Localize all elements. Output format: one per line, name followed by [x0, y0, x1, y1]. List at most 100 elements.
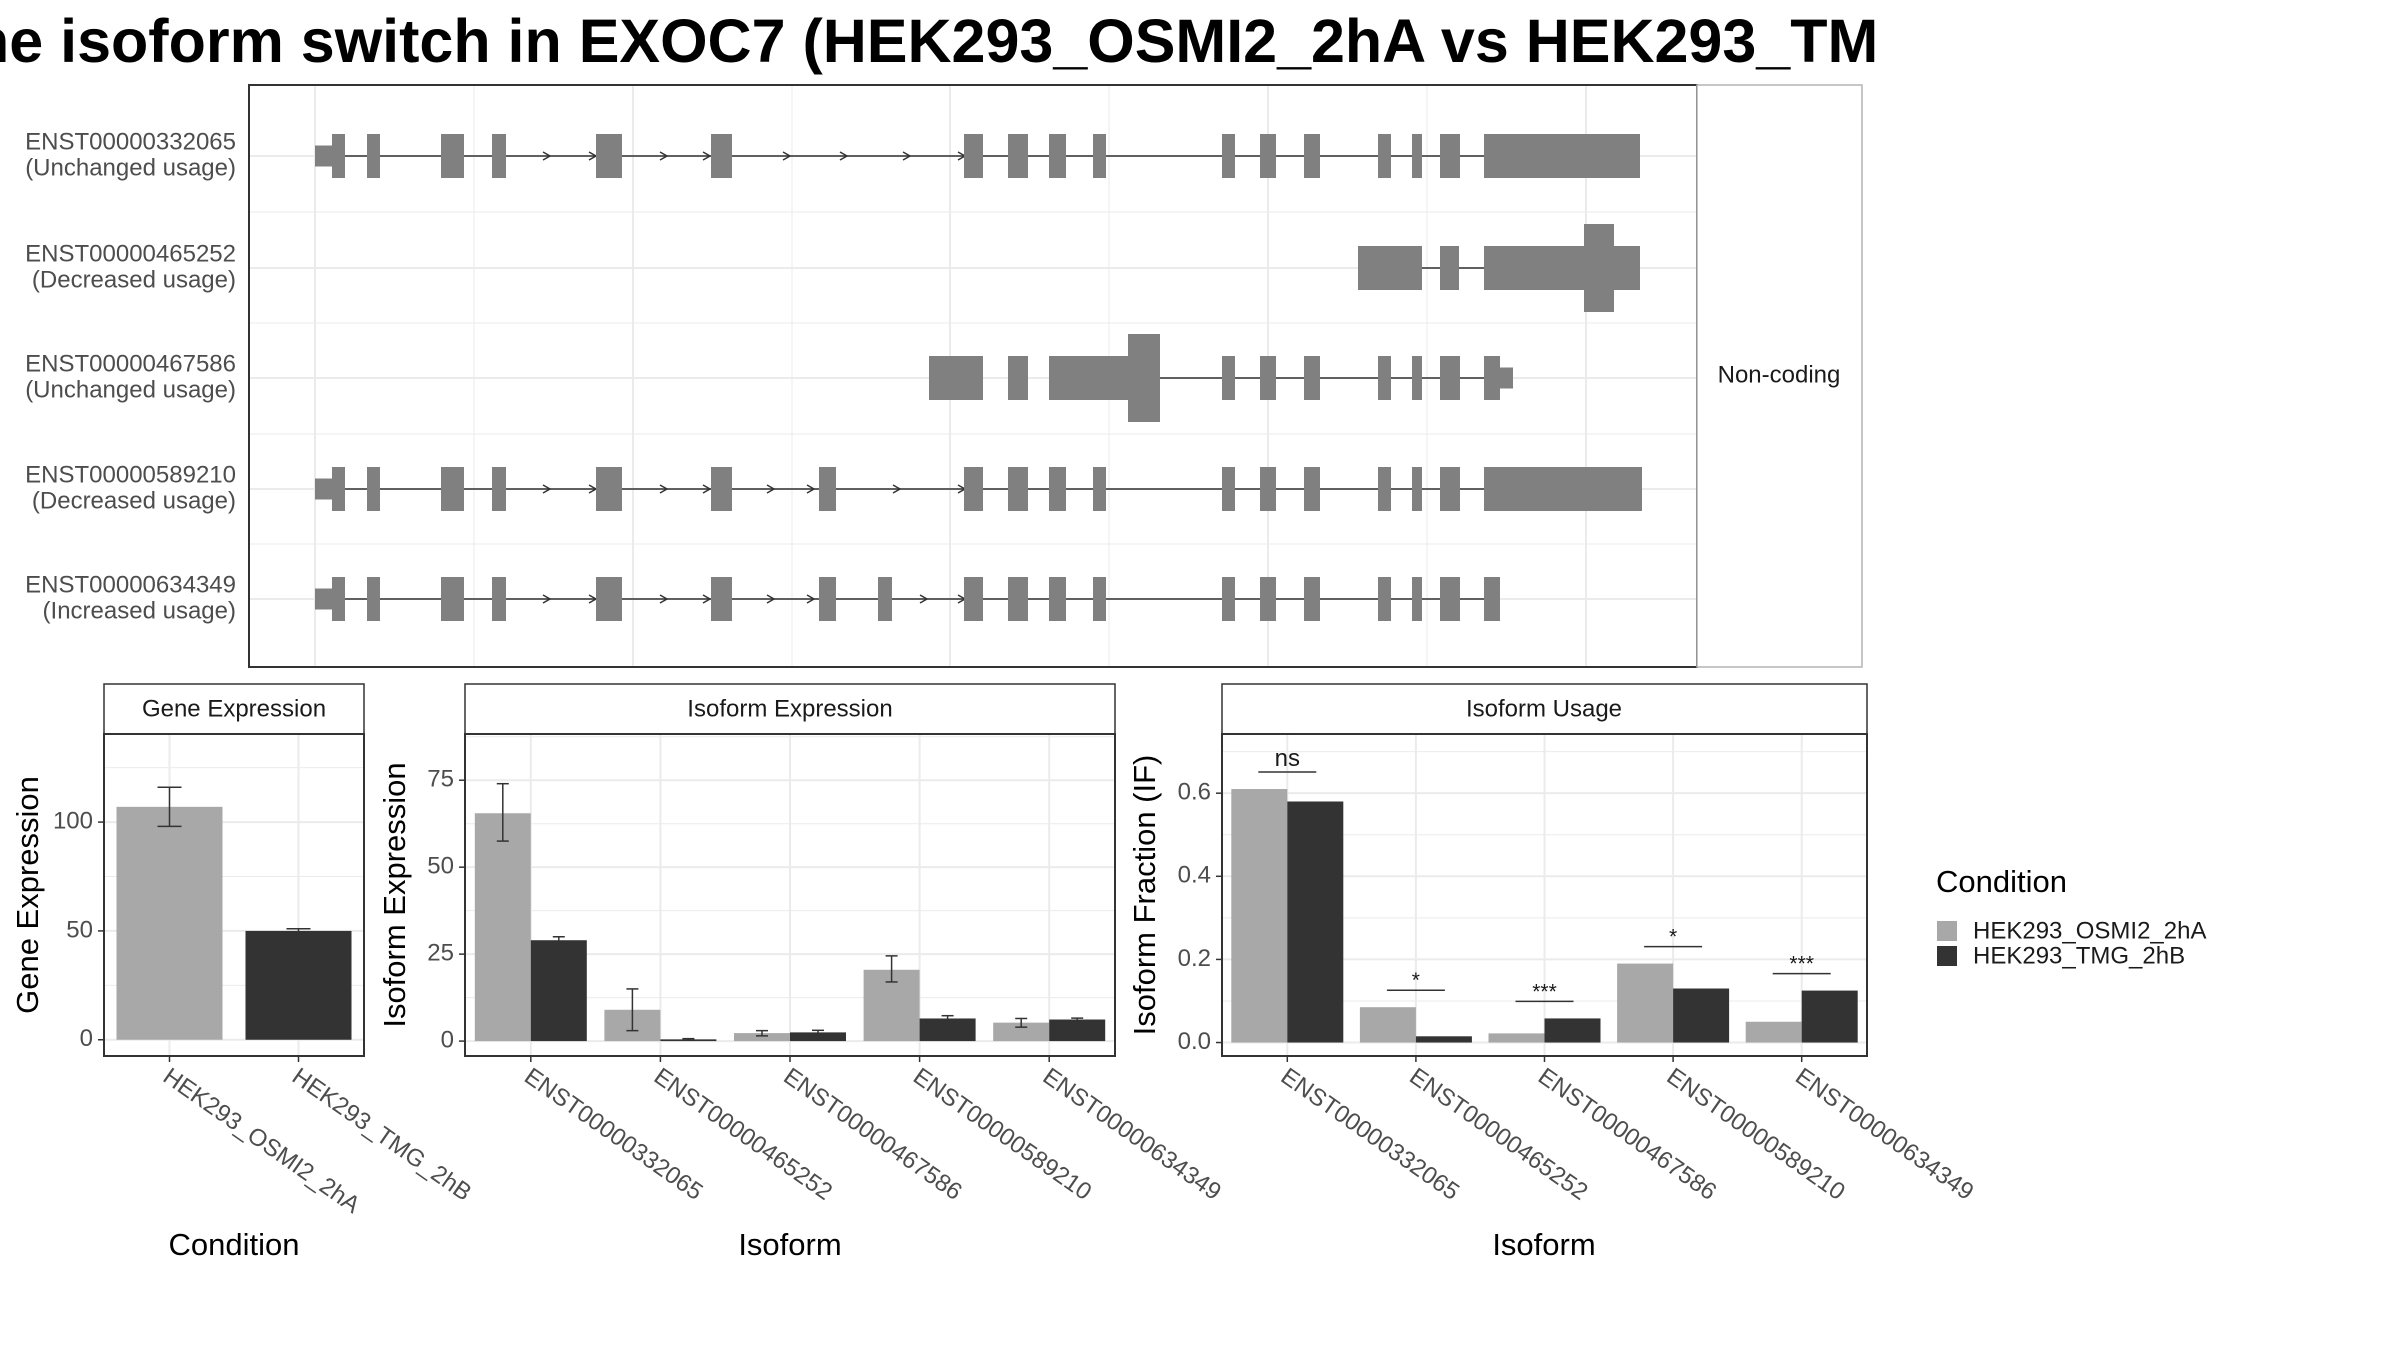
bar [1488, 1033, 1545, 1043]
facet-strip-right [1696, 84, 1863, 668]
transcript-id-label: ENST00000589210 [25, 461, 236, 488]
significance-label: *** [1789, 953, 1814, 976]
exon [315, 478, 332, 500]
exon [1440, 577, 1460, 621]
bar [993, 1022, 1050, 1042]
isoform-usage-plot: 0.00.20.40.6nsENST00000332065*ENST000004… [1178, 735, 1978, 1206]
strand-arrow [782, 151, 792, 161]
strand-arrow [766, 594, 776, 604]
strand-arrow [659, 151, 669, 161]
bar [919, 1018, 976, 1042]
legend-swatch-condA [1937, 921, 1957, 941]
exon [367, 134, 380, 178]
y-tick-label: 0.4 [1178, 862, 1211, 889]
bar [530, 940, 587, 1042]
exon [1412, 577, 1422, 621]
exon [1484, 356, 1500, 400]
y-tick-label: 0.6 [1178, 779, 1211, 806]
bar [1617, 963, 1674, 1043]
transcript-track-1 [315, 134, 1640, 178]
exon [1412, 134, 1422, 178]
transcript-id-label: ENST00000634349 [25, 571, 236, 598]
y-tick-label: 0.0 [1178, 1028, 1211, 1055]
transcript-track-4 [315, 467, 1642, 511]
exon [819, 577, 836, 621]
exon [1500, 367, 1513, 389]
exon [1222, 577, 1235, 621]
exon [1440, 246, 1459, 290]
transcript-usage-label: (Unchanged usage) [25, 376, 236, 403]
exon [1500, 134, 1640, 178]
isoform-expression-x-title: Isoform [738, 1227, 841, 1262]
gene-expression-strip [103, 683, 365, 735]
bar [1231, 789, 1288, 1043]
isoform-usage-y-title: Isoform Fraction (IF) [1127, 755, 1162, 1036]
strand-arrow [806, 594, 816, 604]
exon [1484, 134, 1500, 178]
transcript-labels: ENST00000332065(Unchanged usage)ENST0000… [25, 128, 236, 624]
exon [441, 134, 464, 178]
exon [1222, 356, 1235, 400]
exon [596, 134, 622, 178]
bar [1801, 990, 1858, 1043]
transcript-id-label: ENST00000332065 [25, 128, 236, 155]
strand-arrow [542, 151, 552, 161]
transcript-id-label: ENST00000467586 [25, 350, 236, 377]
exon [596, 467, 622, 511]
transcript-usage-label: (Unchanged usage) [25, 154, 236, 181]
y-tick-label: 0 [80, 1025, 93, 1052]
exon [332, 134, 345, 178]
y-tick-label: 50 [66, 916, 93, 943]
bar [734, 1033, 790, 1042]
exon [1049, 467, 1066, 511]
exon [492, 134, 506, 178]
exon [1304, 467, 1320, 511]
strand-arrow [542, 484, 552, 494]
isoform-usage-strip [1221, 683, 1868, 735]
exon [367, 577, 380, 621]
strand-arrow [542, 594, 552, 604]
exon [964, 577, 983, 621]
exon [1484, 246, 1584, 290]
strand-arrow [702, 594, 712, 604]
exon [1260, 577, 1276, 621]
exon [964, 134, 983, 178]
significance-label: * [1412, 969, 1420, 992]
y-tick-label: 0.2 [1178, 945, 1211, 972]
exon [819, 467, 836, 511]
isoform-usage-panel: Isoform Usage 0.00.20.40.6nsENST00000332… [1127, 683, 1978, 1262]
legend-label-condA: HEK293_OSMI2_2hA [1973, 917, 2206, 944]
gene-expression-y-title: Gene Expression [10, 776, 45, 1014]
transcript-panel: Non-coding ENST00000332065(Unchanged usa… [25, 84, 1863, 668]
exon [711, 577, 732, 621]
exon [1378, 577, 1391, 621]
exon [492, 577, 506, 621]
exon [332, 467, 345, 511]
exon [1049, 356, 1128, 400]
exon [1484, 577, 1500, 621]
significance-label: *** [1532, 980, 1557, 1003]
legend-label-condB: HEK293_TMG_2hB [1973, 942, 2185, 969]
exon [1049, 134, 1066, 178]
exon [1008, 134, 1028, 178]
exon [1614, 246, 1640, 290]
bar [474, 813, 531, 1042]
y-tick-label: 100 [53, 807, 93, 834]
exon [492, 467, 506, 511]
bar [116, 806, 223, 1040]
bar [1673, 988, 1730, 1043]
exon [1093, 134, 1106, 178]
exon [1378, 134, 1391, 178]
transcript-id-label: ENST00000465252 [25, 240, 236, 267]
isoform-expression-y-title: Isoform Expression [377, 762, 412, 1027]
significance-label: ns [1275, 745, 1300, 772]
bar [1359, 1007, 1416, 1043]
exon [711, 467, 732, 511]
exon [1378, 467, 1391, 511]
exon [1093, 577, 1106, 621]
exon [315, 145, 332, 167]
exon [1358, 246, 1422, 290]
isoform-expression-panel: Isoform Expression 0255075ENST0000033206… [377, 683, 1226, 1262]
exon [1584, 224, 1614, 312]
